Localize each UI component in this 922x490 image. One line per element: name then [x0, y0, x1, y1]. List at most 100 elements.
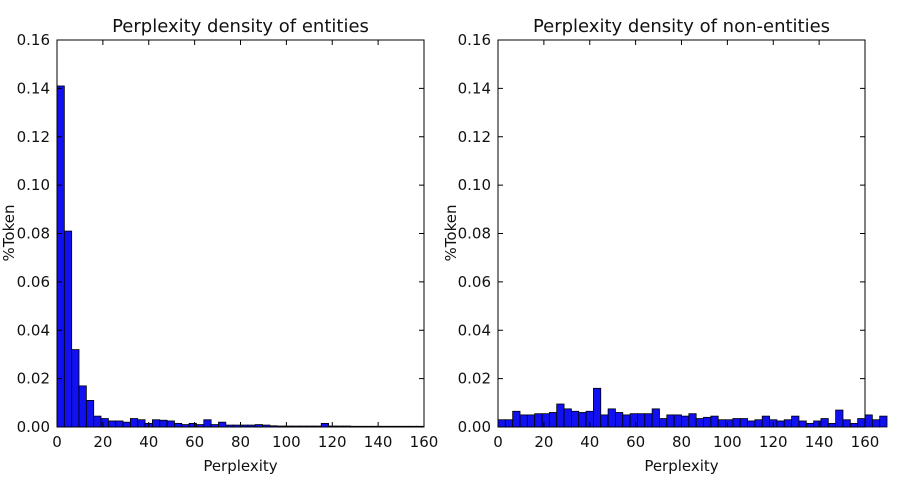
histogram-bar: [637, 413, 646, 428]
x-tick-label: 0: [493, 433, 503, 451]
x-tick-label: 20: [534, 433, 553, 451]
histogram-bar: [739, 418, 748, 428]
histogram-bar: [504, 419, 514, 428]
chart-title: Perplexity density of non-entities: [533, 16, 830, 37]
y-tick-label: 0.08: [17, 225, 50, 243]
histogram-bar: [776, 420, 785, 428]
x-tick-label: 20: [93, 433, 112, 451]
histogram-bar: [71, 349, 80, 428]
y-tick-label: 0.06: [458, 273, 491, 291]
histogram-bar: [864, 414, 873, 428]
histogram-bar: [732, 418, 741, 428]
histogram-bar: [548, 412, 558, 428]
x-tick-label: 140: [364, 433, 393, 451]
histogram-bar: [63, 230, 73, 428]
histogram-bar: [871, 419, 881, 428]
histogram-bar: [188, 422, 197, 428]
y-tick-label: 0.10: [458, 176, 491, 194]
x-tick-label: 60: [185, 433, 204, 451]
histogram-bar: [783, 419, 793, 428]
histogram-bar: [717, 419, 726, 428]
histogram-bar: [754, 419, 763, 428]
x-tick-label: 100: [272, 433, 301, 451]
histogram-bar: [129, 418, 139, 428]
histogram-bar: [842, 419, 851, 428]
histogram-bar: [159, 419, 168, 428]
y-axis-label: %Token: [0, 205, 18, 262]
y-tick-label: 0.10: [17, 176, 50, 194]
histogram-bar: [512, 410, 521, 428]
chart-title: Perplexity density of entities: [112, 16, 369, 37]
histogram-bar: [85, 399, 95, 428]
y-tick-label: 0.00: [17, 418, 50, 436]
histogram-bar: [820, 418, 829, 428]
y-tick-label: 0.12: [458, 128, 491, 146]
y-tick-label: 0.04: [458, 321, 491, 339]
histogram-bar: [827, 422, 837, 428]
x-tick-label: 0: [52, 433, 62, 451]
histogram-bar: [695, 418, 704, 428]
histogram-bar: [600, 414, 609, 428]
histogram-bar: [563, 408, 572, 428]
histogram-bar: [849, 422, 859, 428]
y-tick-label: 0.04: [17, 321, 50, 339]
histogram-bar: [798, 420, 807, 428]
x-tick-label: 80: [231, 433, 250, 451]
y-tick-label: 0.16: [17, 31, 50, 49]
histogram-bar: [122, 421, 131, 428]
histogram-bar: [681, 415, 690, 428]
histogram-bar: [659, 418, 668, 428]
histogram-bar: [519, 414, 528, 428]
histogram-bar: [813, 420, 822, 428]
x-tick-label: 140: [805, 433, 834, 451]
y-axis-label: %Token: [442, 205, 460, 262]
histogram-bar: [673, 414, 682, 428]
histogram-bar: [115, 420, 124, 428]
y-tick-label: 0.14: [458, 79, 491, 97]
y-tick-label: 0.06: [17, 273, 50, 291]
plot-frame: [497, 39, 866, 428]
x-axis-label: Perplexity: [203, 457, 277, 475]
histogram-bar: [615, 412, 624, 428]
histogram-bar: [78, 385, 87, 428]
histogram-bar: [805, 422, 815, 428]
histogram-bar: [761, 415, 770, 428]
y-tick-label: 0.02: [17, 370, 50, 388]
histogram-bar: [644, 413, 653, 428]
histogram-bar: [534, 413, 543, 428]
y-tick-label: 0.00: [458, 418, 491, 436]
histogram-bar: [725, 419, 734, 428]
chart-non-entities: 0 20 40 60 80 100 120 140 160 0.00 0.02 0.04 0.06 0.0…: [442, 16, 888, 475]
y-tick-label: 0.16: [458, 31, 491, 49]
chart-entities: 0 20 40 60 80 100 120 140 160 0.00 0.02 0.04 0.06 0.0…: [0, 16, 438, 475]
x-tick-label: 60: [626, 433, 645, 451]
histogram-bar: [320, 422, 329, 428]
histogram-bar: [607, 408, 616, 428]
histogram-bar: [174, 422, 183, 428]
y-tick-label: 0.14: [17, 79, 50, 97]
x-tick-label: 160: [410, 433, 439, 451]
histogram-bar: [857, 418, 866, 428]
histogram-bar: [526, 414, 536, 428]
histogram-bar: [622, 414, 631, 428]
histogram-bar: [166, 420, 175, 428]
x-tick-label: 120: [318, 433, 347, 451]
histogram-bar: [835, 409, 844, 428]
histogram-bar: [107, 420, 117, 428]
histogram-bar: [497, 419, 506, 428]
histogram-bar: [666, 414, 675, 428]
histogram-bar: [152, 419, 161, 428]
x-tick-label: 100: [713, 433, 742, 451]
histogram-bar: [593, 387, 602, 428]
histogram-bar: [879, 415, 888, 428]
histogram-bar: [93, 415, 102, 428]
y-tick-label: 0.12: [17, 128, 50, 146]
x-tick-label: 80: [672, 433, 691, 451]
histogram-bar: [703, 416, 712, 428]
histogram-bar: [218, 421, 227, 428]
histogram-bar: [571, 410, 580, 428]
y-tick-label: 0.02: [458, 370, 491, 388]
histogram-bar: [578, 412, 587, 428]
histogram-bar: [556, 403, 565, 428]
histogram-bar: [688, 413, 697, 428]
